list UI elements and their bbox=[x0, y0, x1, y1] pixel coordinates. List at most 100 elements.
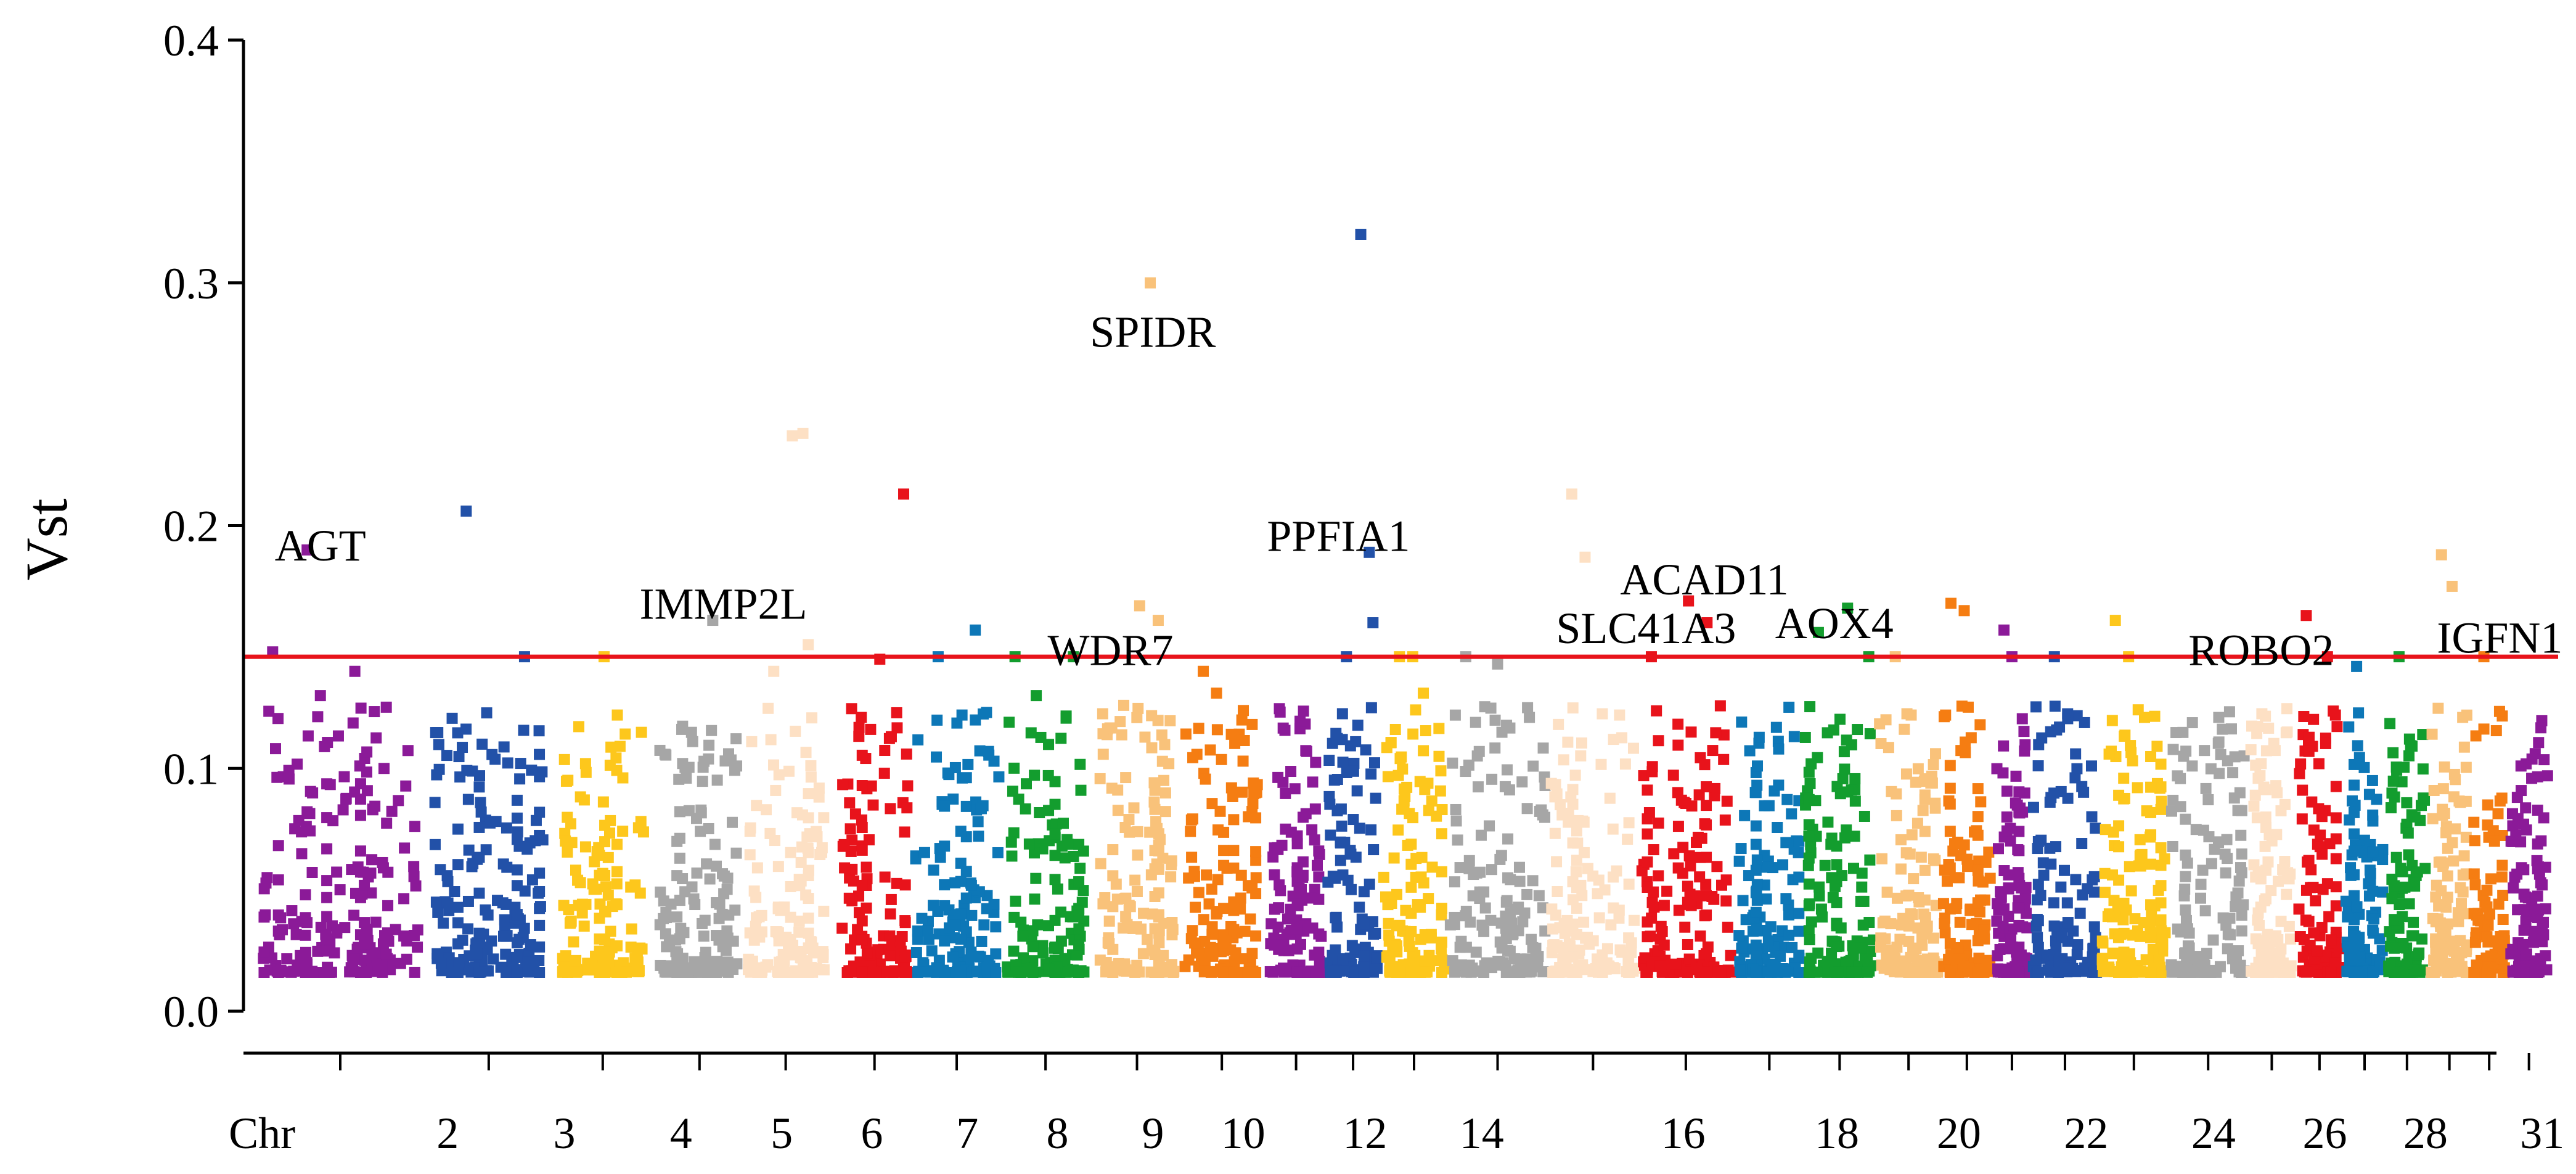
data-point bbox=[713, 913, 725, 924]
data-point bbox=[574, 877, 586, 889]
data-point bbox=[2134, 930, 2146, 942]
data-point bbox=[2199, 745, 2210, 757]
data-point bbox=[1020, 803, 1031, 815]
data-point bbox=[580, 766, 592, 778]
data-point bbox=[2067, 925, 2079, 937]
x-tick-label: 26 bbox=[2302, 1109, 2347, 1158]
data-point bbox=[2308, 953, 2320, 965]
data-point bbox=[2403, 849, 2414, 861]
data-point bbox=[1131, 712, 1143, 723]
x-tick-label: 6 bbox=[861, 1109, 883, 1158]
data-point bbox=[302, 730, 314, 742]
data-point bbox=[2349, 807, 2360, 818]
data-point bbox=[359, 967, 370, 978]
data-point bbox=[2078, 786, 2090, 798]
data-point bbox=[1508, 953, 1520, 964]
data-point bbox=[671, 911, 683, 923]
data-point bbox=[579, 841, 591, 853]
data-point bbox=[856, 915, 868, 927]
data-point bbox=[730, 847, 742, 859]
data-point bbox=[2311, 945, 2323, 957]
data-point bbox=[2221, 834, 2233, 845]
data-point bbox=[1944, 826, 1956, 837]
data-point bbox=[1436, 967, 1447, 978]
data-point bbox=[1250, 846, 1262, 858]
data-point bbox=[1983, 846, 1995, 858]
data-point bbox=[369, 706, 380, 718]
data-point bbox=[1246, 948, 1258, 959]
data-point bbox=[1274, 879, 1285, 891]
data-point bbox=[944, 922, 955, 934]
data-point bbox=[300, 950, 311, 961]
data-point bbox=[452, 967, 464, 978]
data-point bbox=[973, 950, 984, 962]
data-point bbox=[511, 864, 523, 876]
data-point bbox=[723, 909, 735, 921]
data-point bbox=[1881, 944, 1892, 956]
data-point bbox=[2389, 914, 2400, 926]
data-point bbox=[865, 723, 877, 735]
data-point bbox=[1567, 837, 1579, 849]
data-point bbox=[1118, 922, 1129, 934]
data-point bbox=[1928, 853, 1939, 864]
data-point bbox=[2442, 842, 2453, 854]
data-point bbox=[401, 935, 412, 947]
data-point bbox=[671, 870, 683, 882]
data-point bbox=[803, 967, 814, 978]
data-point bbox=[1360, 744, 1372, 756]
data-point bbox=[1073, 939, 1085, 951]
data-point bbox=[2351, 901, 2363, 913]
data-point bbox=[321, 911, 333, 922]
data-point bbox=[2482, 799, 2493, 811]
data-point bbox=[1313, 946, 1325, 958]
data-point bbox=[2492, 808, 2504, 819]
data-point bbox=[395, 958, 406, 969]
data-point bbox=[2448, 855, 2459, 867]
data-point bbox=[1094, 773, 1106, 784]
data-point bbox=[1068, 850, 1079, 862]
data-point bbox=[1368, 844, 1380, 856]
data-point bbox=[928, 864, 939, 876]
data-point bbox=[599, 905, 611, 917]
data-point bbox=[500, 948, 512, 960]
data-point bbox=[2367, 885, 2379, 897]
data-point bbox=[2347, 795, 2358, 807]
data-point bbox=[2001, 786, 2013, 797]
data-point bbox=[856, 749, 868, 761]
data-point bbox=[497, 858, 509, 870]
data-point bbox=[1025, 727, 1037, 739]
data-point bbox=[501, 930, 512, 942]
data-point bbox=[1857, 919, 1869, 931]
data-point bbox=[629, 953, 641, 964]
data-point bbox=[1218, 826, 1230, 838]
data-point bbox=[2397, 866, 2408, 877]
data-point bbox=[581, 964, 592, 976]
data-point bbox=[2541, 770, 2553, 782]
data-point bbox=[2032, 967, 2044, 978]
data-point bbox=[1780, 966, 1791, 978]
data-point bbox=[2352, 740, 2363, 752]
data-point bbox=[1513, 861, 1525, 873]
data-point bbox=[1855, 942, 1867, 954]
data-point bbox=[2155, 967, 2167, 978]
peak-point bbox=[1211, 688, 1222, 699]
data-point bbox=[2178, 890, 2190, 901]
data-point bbox=[515, 758, 526, 770]
data-point bbox=[2071, 763, 2083, 774]
data-point bbox=[1447, 955, 1458, 967]
peak-point bbox=[2351, 660, 2363, 672]
data-point bbox=[2460, 946, 2472, 958]
data-point bbox=[910, 946, 922, 958]
data-point bbox=[1291, 923, 1303, 935]
data-point bbox=[1762, 935, 1774, 946]
data-point bbox=[2280, 727, 2292, 739]
data-point bbox=[1646, 897, 1658, 908]
data-point bbox=[2428, 784, 2440, 796]
data-point bbox=[1228, 845, 1240, 856]
data-point bbox=[2367, 846, 2379, 858]
peak-point bbox=[707, 615, 719, 626]
data-point bbox=[2099, 887, 2111, 898]
data-point bbox=[1992, 898, 2003, 909]
data-point bbox=[1358, 967, 1370, 978]
